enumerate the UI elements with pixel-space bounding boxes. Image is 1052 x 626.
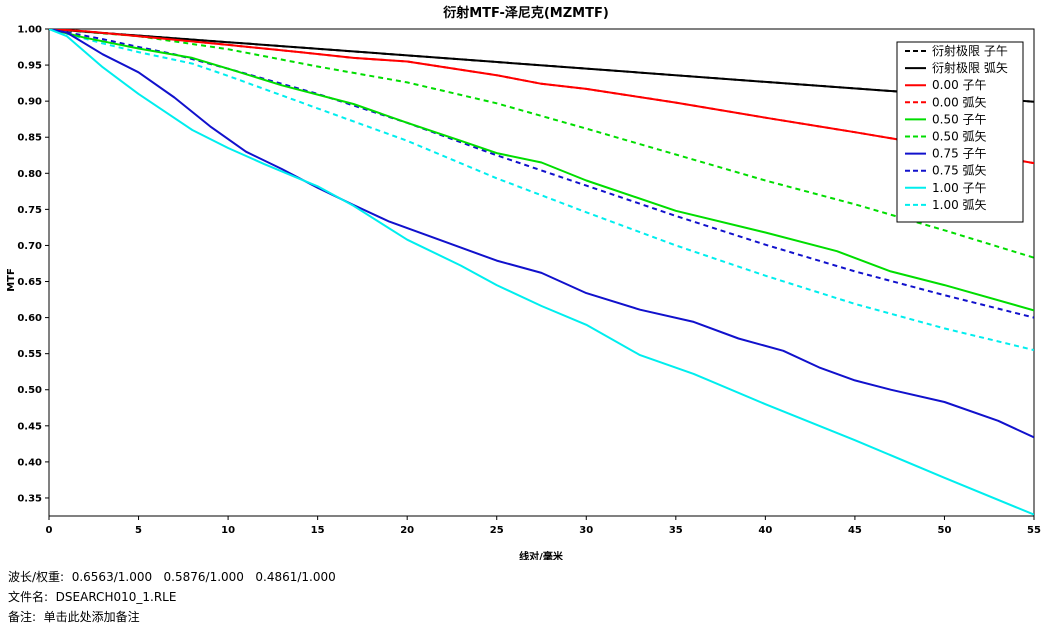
- y-tick-label: 0.95: [17, 61, 42, 72]
- wavelength-weights: 波长/权重: 0.6563/1.000 0.5876/1.000 0.4861/…: [8, 570, 336, 584]
- x-tick-label: 30: [579, 525, 593, 536]
- y-tick-label: 0.50: [17, 385, 42, 396]
- x-tick-label: 0: [46, 525, 53, 536]
- y-tick-label: 0.55: [17, 349, 42, 360]
- series-line-5: [49, 29, 1034, 259]
- x-axis-label: 线对/毫米: [519, 550, 564, 560]
- chart-title: 衍射MTF-泽尼克(MZMTF): [442, 5, 609, 21]
- y-tick-label: 0.45: [17, 421, 42, 432]
- x-tick-label: 55: [1027, 525, 1041, 536]
- legend-entry: 0.00 子午: [932, 78, 987, 92]
- series-line-1: [49, 29, 1034, 103]
- tick-labels: 0 5 10 15 20 25 30 35 40 45 50 55 1.00 0.95 0.90 0.85 0.…: [17, 25, 1041, 537]
- x-tick-label: 10: [221, 525, 235, 536]
- legend-entry: 衍射极限 弧矢: [932, 60, 1008, 75]
- axes-frame: [48, 28, 1035, 517]
- y-tick-label: 0.35: [17, 493, 42, 504]
- file-name: 文件名: DSEARCH010_1.RLE: [8, 590, 177, 604]
- series-line-8: [49, 29, 1034, 516]
- y-tick-label: 0.75: [17, 205, 42, 216]
- x-tick-label: 35: [669, 525, 683, 536]
- mtf-chart: 衍射MTF-泽尼克(MZMTF) 0 5 10 15 20 25 30 35 40 45 50 55 1…: [6, 5, 1041, 560]
- x-tick-label: 40: [758, 525, 772, 536]
- y-axis-label: MTF: [6, 268, 17, 292]
- x-tick-label: 25: [490, 525, 504, 536]
- legend-entry: 0.75 子午: [932, 147, 987, 161]
- y-tick-label: 0.85: [17, 133, 42, 144]
- x-tick-label: 5: [135, 525, 142, 536]
- legend-entry: 衍射极限 子午: [932, 43, 1008, 58]
- y-tick-label: 1.00: [17, 25, 42, 36]
- legend-entry: 0.50 弧矢: [932, 130, 987, 144]
- y-tick-label: 0.80: [17, 169, 42, 180]
- series-line-9: [49, 29, 1034, 352]
- legend-entry: 0.50 子午: [932, 112, 987, 126]
- plot-area: [49, 29, 1034, 516]
- y-tick-label: 0.65: [17, 277, 42, 288]
- plot-frame: [48, 28, 1035, 517]
- series-line-4: [49, 29, 1034, 312]
- y-tick-label: 0.90: [17, 97, 42, 108]
- y-tick-label: 0.70: [17, 241, 42, 252]
- x-tick-label: 20: [400, 525, 414, 536]
- x-tick-label: 50: [937, 525, 951, 536]
- legend-entry: 1.00 弧矢: [932, 198, 987, 212]
- series-line-3: [49, 29, 1034, 165]
- remarks[interactable]: 备注: 单击此处添加备注: [8, 610, 140, 624]
- x-tick-label: 15: [311, 525, 325, 536]
- legend-entry: 0.00 弧矢: [932, 95, 987, 109]
- legend-entry: 0.75 弧矢: [932, 164, 987, 178]
- legend-entry: 1.00 子午: [932, 181, 987, 195]
- series-line-6: [49, 29, 1034, 439]
- y-tick-label: 0.60: [17, 313, 42, 324]
- series-line-7: [49, 29, 1034, 319]
- legend-box: [896, 41, 1024, 223]
- x-tick-label: 45: [848, 525, 862, 536]
- y-tick-label: 0.40: [17, 457, 42, 468]
- series-line-2: [49, 29, 1034, 165]
